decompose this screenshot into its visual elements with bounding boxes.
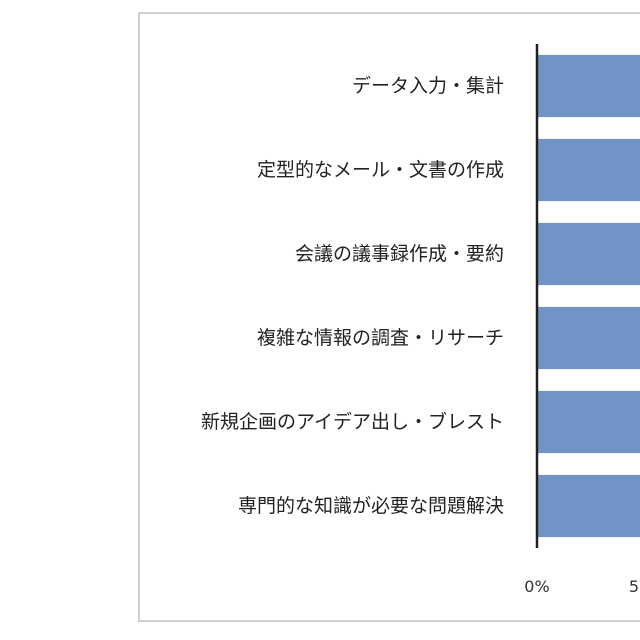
- category-label: 会議の議事録作成・要約: [295, 243, 504, 265]
- bar: [537, 306, 640, 370]
- bar: [537, 222, 640, 286]
- category-label: 定型的なメール・文書の作成: [257, 159, 504, 181]
- x-tick-labels: 0% 5: [524, 577, 639, 596]
- bar: [537, 474, 640, 538]
- category-label: 専門的な知識が必要な問題解決: [238, 495, 504, 517]
- category-label: 新規企画のアイデア出し・ブレスト: [201, 410, 504, 433]
- x-tick-label: 5: [629, 577, 639, 596]
- category-label: データ入力・集計: [352, 75, 504, 97]
- category-label: 複雑な情報の調査・リサーチ: [257, 327, 504, 349]
- bar: [537, 54, 640, 118]
- bars: [537, 54, 640, 538]
- category-labels: データ入力・集計定型的なメール・文書の作成会議の議事録作成・要約複雑な情報の調査…: [201, 75, 504, 517]
- bar: [537, 390, 640, 454]
- x-tick-label: 0%: [524, 577, 549, 596]
- bar: [537, 138, 640, 202]
